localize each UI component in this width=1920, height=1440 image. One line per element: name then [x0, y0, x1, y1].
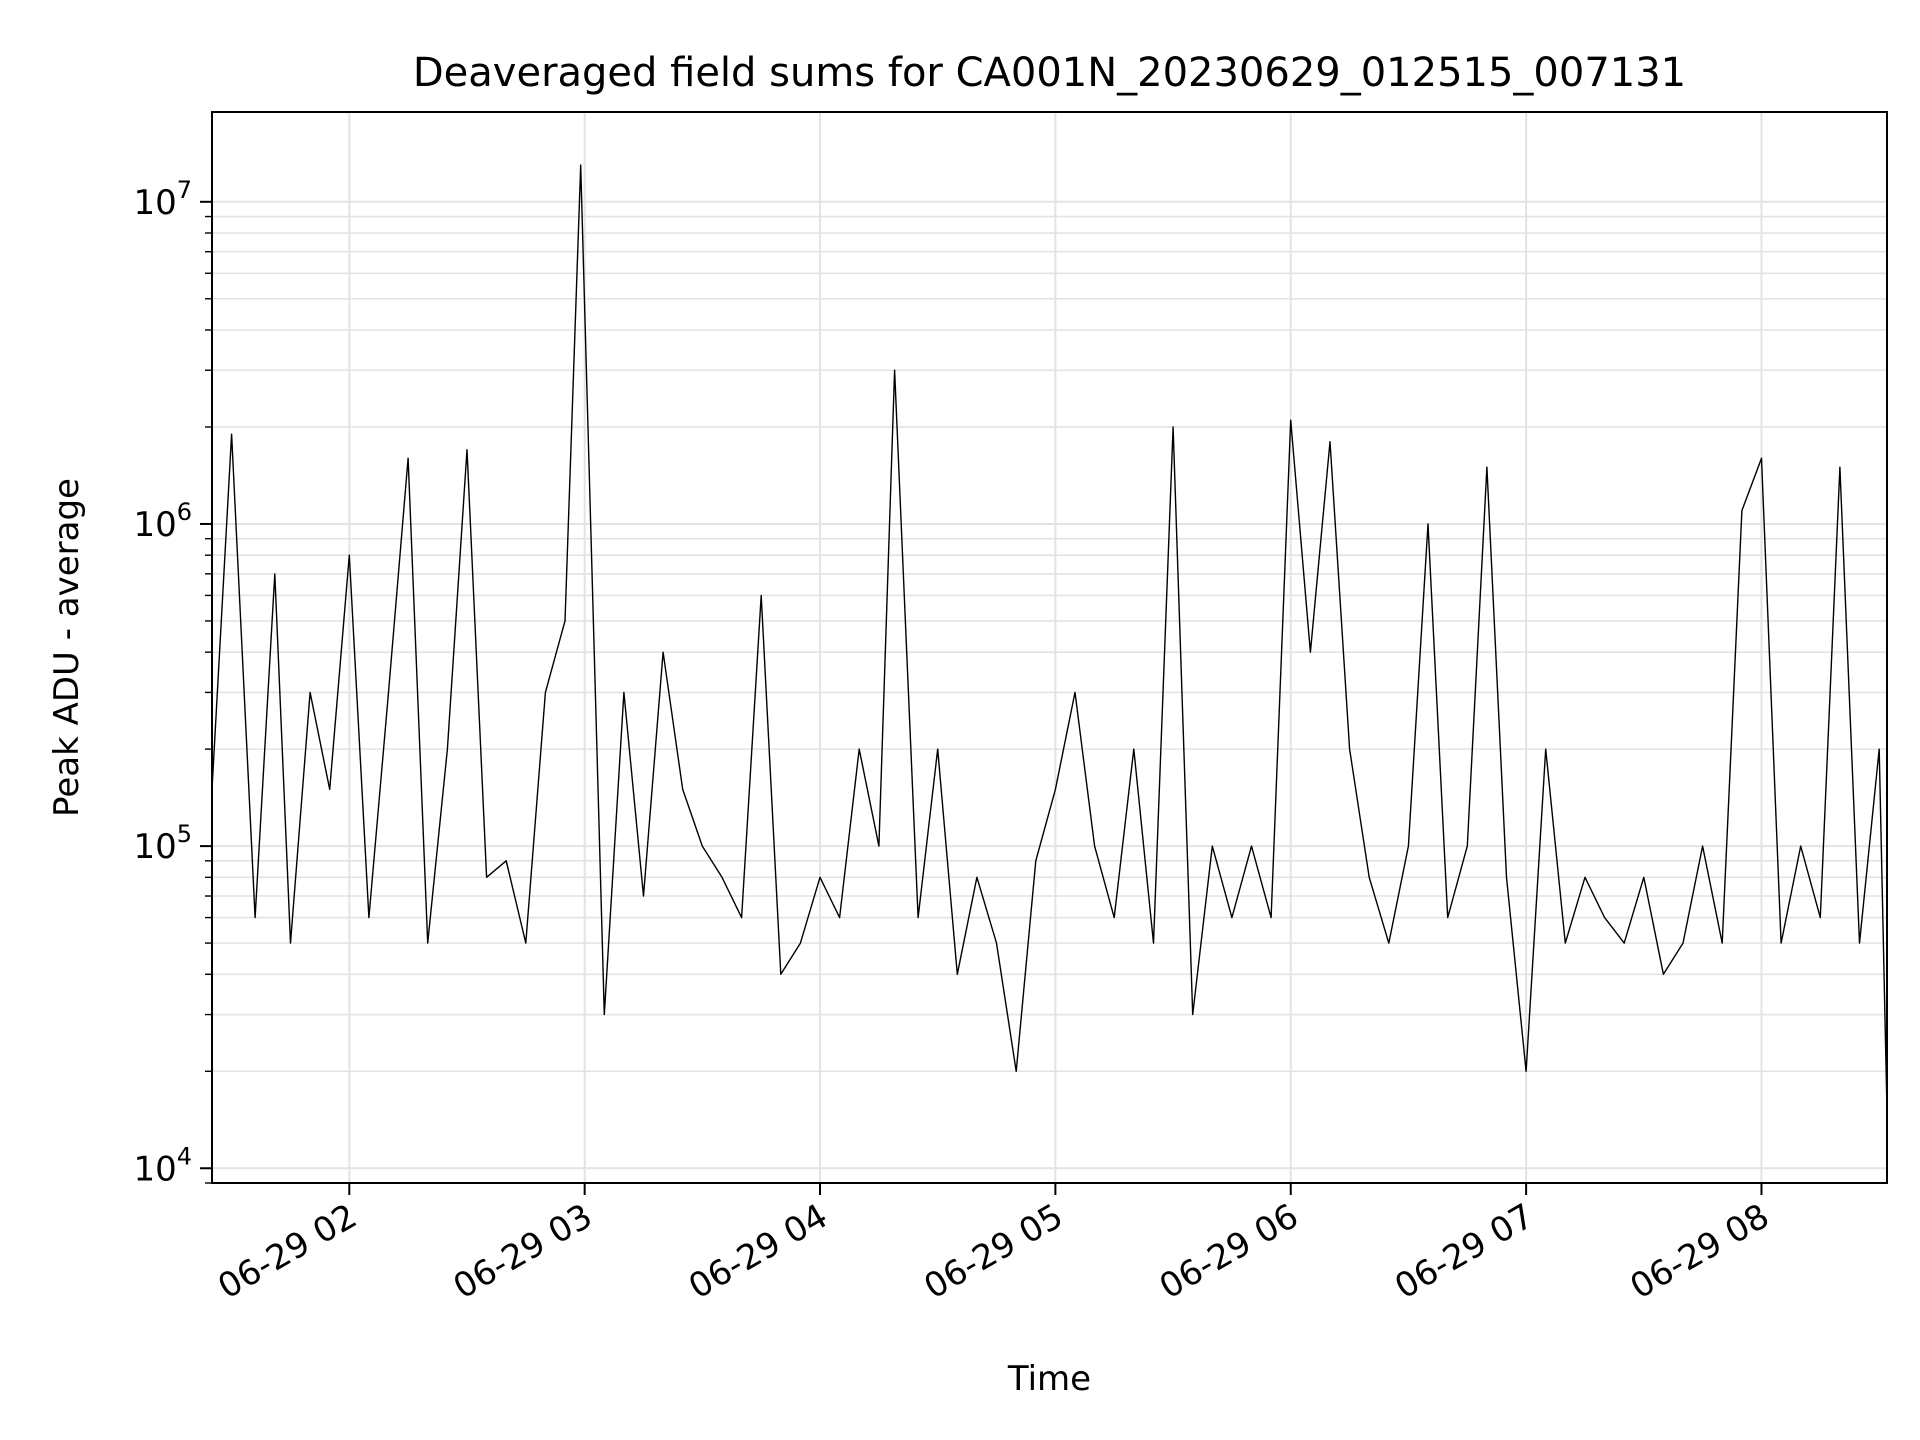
series-layer: [211, 164, 1888, 1112]
plot-frame: [211, 111, 1888, 1184]
x-tick-label: 06-29 08: [1624, 1196, 1776, 1307]
x-tick-label: 06-29 02: [211, 1196, 363, 1307]
tick-layer: 104 105 106 107 06-29 02 06-29 03 06-29 04 06-2…: [133, 176, 1776, 1307]
x-tick-label: 06-29 07: [1388, 1196, 1540, 1307]
x-tick-label: 06-29 05: [917, 1196, 1069, 1307]
x-tick-label: 06-29 03: [447, 1196, 599, 1307]
y-axis-label: Peak ADU - average: [47, 478, 87, 817]
y-tick-label: 104: [133, 1142, 192, 1189]
x-tick-label: 06-29 04: [682, 1196, 834, 1307]
y-tick-label: 107: [133, 176, 192, 223]
y-tick-label: 106: [133, 498, 192, 545]
grid-layer: [212, 112, 1887, 1184]
x-tick-label: 06-29 06: [1153, 1196, 1305, 1307]
x-axis-label: Time: [1007, 1359, 1091, 1399]
y-tick-label: 105: [133, 820, 192, 867]
chart-title: Deaveraged field sums for CA001N_2023062…: [413, 50, 1686, 96]
series-line: [211, 164, 1888, 1112]
